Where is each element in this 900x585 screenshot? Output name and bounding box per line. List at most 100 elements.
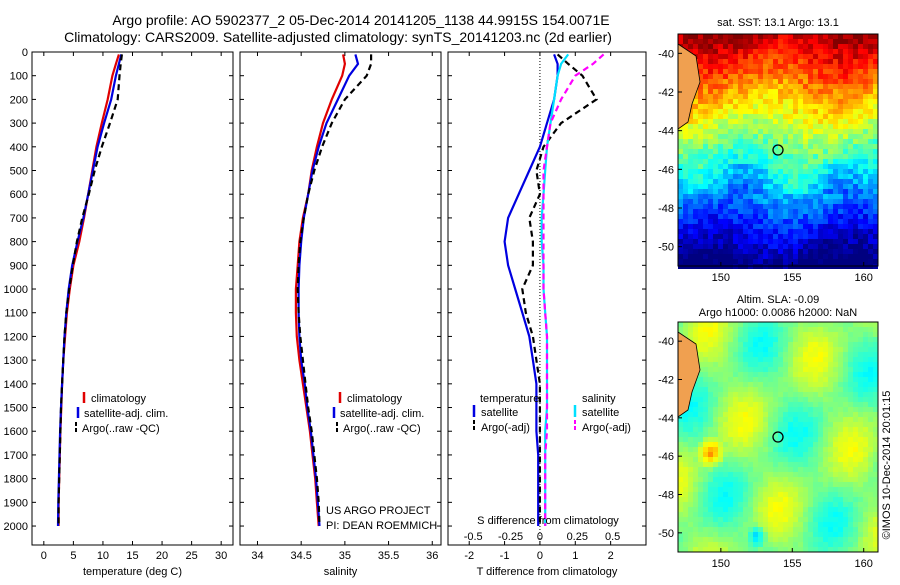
- x-tick-label: 34.5: [290, 550, 311, 562]
- map-y-tick-label: -44: [658, 126, 674, 138]
- salinity-profile-xlabel: salinity: [324, 566, 358, 578]
- y-tick-label: 500: [10, 166, 28, 178]
- map-x-tick-label: 160: [855, 272, 873, 284]
- difference-profile-xlabel: T difference from climatology: [477, 566, 618, 578]
- map-x-tick-label: 155: [783, 272, 801, 284]
- x-tick-label: 15: [126, 550, 138, 562]
- series-argo-raw-qc-: [57, 54, 123, 526]
- x-tick-label: 34: [251, 550, 263, 562]
- temperature-legend: climatology satellite-adj. clim. Argo(..…: [75, 392, 168, 435]
- map-x-tick-label: 150: [712, 272, 730, 284]
- salinity-profile: 34 34.5 35 35.5 36 salinity: [239, 51, 442, 578]
- legend-sal-argo: Argo(-adj): [582, 422, 631, 434]
- map-y-tick-label: -50: [658, 528, 674, 540]
- legend-temperature-title: temperature: [480, 393, 539, 405]
- x-tick-label: 25: [185, 550, 197, 562]
- x-tick-label: 0: [41, 550, 47, 562]
- legend-salinity-title: salinity: [582, 393, 616, 405]
- sst-map: 150 155 160 -40 -42 -44 -46 -48 -50: [658, 33, 879, 284]
- y-tick-label: 0: [22, 47, 28, 59]
- temperature-profile-frame: [31, 51, 234, 546]
- salinity-profile-frame: [239, 51, 442, 546]
- map-y-tick-label: -40: [658, 336, 674, 348]
- map-x-tick-label: 160: [855, 558, 873, 570]
- sst-map-title: sat. SST: 13.1 Argo: 13.1: [717, 17, 839, 29]
- y-tick-label: 800: [10, 237, 28, 249]
- sal-legend-climatology: climatology: [347, 393, 403, 405]
- y-tick-label: 1800: [4, 474, 28, 486]
- x-tick-label: 10: [97, 550, 109, 562]
- sst-map-frame: [677, 33, 879, 267]
- x-tick-label: 1: [572, 550, 578, 562]
- x-tick-label: -2: [464, 550, 474, 562]
- x-tick-label: 2: [608, 550, 614, 562]
- series-temperature-satellite: [503, 54, 559, 526]
- map-y-tick-label: -48: [658, 203, 674, 215]
- legend-sal-satellite: satellite: [582, 407, 619, 419]
- x-tick-label: 5: [70, 550, 76, 562]
- title-line-2: Climatology: CARS2009. Satellite-adjuste…: [64, 29, 612, 45]
- temperature-profile-xlabel: temperature (deg C): [83, 566, 182, 578]
- y-tick-label: 200: [10, 94, 28, 106]
- s-tick-label: -0.5: [464, 531, 483, 543]
- y-tick-label: 700: [10, 213, 28, 225]
- sal-legend-satellite: satellite-adj. clim.: [340, 408, 424, 420]
- x-tick-label: 20: [156, 550, 168, 562]
- sal-legend-argo: Argo(..raw -QC): [343, 423, 421, 435]
- pi-annotation: PI: DEAN ROEMMICH: [326, 520, 437, 532]
- map-y-tick-label: -50: [658, 242, 674, 254]
- x-tick-label: 36: [426, 550, 438, 562]
- sla-map-cells: [678, 322, 878, 552]
- sla-map-frame: [677, 321, 879, 553]
- map-y-tick-label: -42: [658, 87, 674, 99]
- y-tick-label: 1600: [4, 426, 28, 438]
- argo-float-marker: [772, 431, 784, 443]
- series-argo-raw-qc-: [296, 54, 373, 527]
- sla-map-title: Altim. SLA: -0.09: [737, 294, 820, 306]
- s-tick-label: 0.25: [567, 531, 588, 543]
- title-line-1: Argo profile: AO 5902377_2 05-Dec-2014 2…: [112, 12, 609, 28]
- s-tick-label: 0: [537, 531, 543, 543]
- legend-temp-argo: Argo(-adj): [481, 422, 530, 434]
- y-tick-label: 900: [10, 260, 28, 272]
- temperature-profile: 0100200300400500600700800900100011001200…: [4, 47, 234, 578]
- series-satellite-adj-clim-: [56, 54, 123, 527]
- y-tick-label: 1500: [4, 403, 28, 415]
- map-x-tick-label: 150: [712, 558, 730, 570]
- y-tick-label: 600: [10, 189, 28, 201]
- legend-satellite: satellite-adj. clim.: [84, 408, 168, 420]
- y-tick-label: 100: [10, 71, 28, 83]
- map-y-tick-label: -46: [658, 164, 674, 176]
- s-difference-label: S difference from climatology: [477, 515, 619, 527]
- map-y-tick-label: -44: [658, 413, 674, 425]
- sst-map-cells: [678, 34, 878, 269]
- y-tick-label: 1000: [4, 284, 28, 296]
- series-temperature-argo-adj-: [521, 53, 598, 526]
- y-tick-label: 1400: [4, 379, 28, 391]
- difference-profile: -2 -1 0 1 2 T difference from climatology -0.5…: [447, 51, 647, 578]
- y-tick-label: 1900: [4, 497, 28, 509]
- y-tick-label: 1200: [4, 331, 28, 343]
- sla-map: 150 155 160 -40 -42 -44 -46 -48 -50: [658, 321, 879, 570]
- imos-stamp: ©IMOS 10-Dec-2014 20:01:15: [881, 391, 893, 540]
- s-tick-label: -0.25: [498, 531, 523, 543]
- x-tick-label: -1: [500, 550, 510, 562]
- y-tick-label: 300: [10, 118, 28, 130]
- y-tick-label: 1100: [4, 308, 28, 320]
- series-satellite-adj-clim-: [297, 54, 360, 527]
- x-tick-label: 0: [537, 550, 543, 562]
- series-salinity-argo-adj-: [542, 53, 605, 526]
- salinity-legend: climatology satellite-adj. clim. Argo(..…: [326, 392, 437, 532]
- difference-legend: temperature salinity satellite Argo(-adj…: [472, 393, 631, 527]
- legend-climatology: climatology: [91, 393, 147, 405]
- y-tick-label: 1300: [4, 355, 28, 367]
- series-climatology: [294, 54, 347, 527]
- difference-profile-frame: [447, 51, 647, 546]
- legend-temp-satellite: satellite: [481, 407, 518, 419]
- map-y-tick-label: -42: [658, 375, 674, 387]
- s-tick-label: 0.5: [605, 531, 620, 543]
- project-annotation: US ARGO PROJECT: [326, 505, 431, 517]
- y-tick-label: 400: [10, 142, 28, 154]
- sla-map-subtitle: Argo h1000: 0.0086 h2000: NaN: [699, 307, 857, 319]
